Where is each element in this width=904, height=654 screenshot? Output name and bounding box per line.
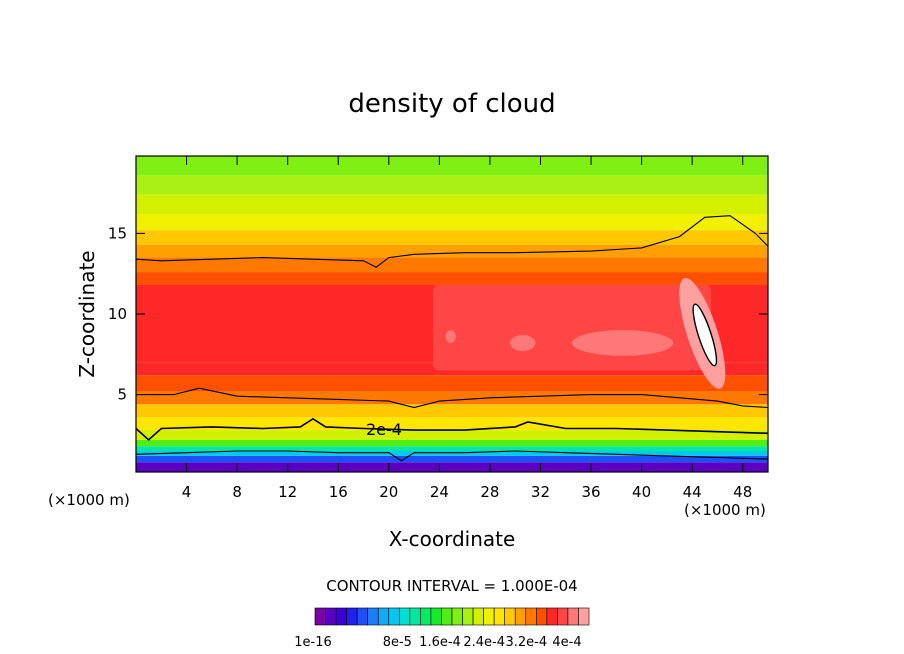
contour-band-9 — [136, 375, 768, 392]
x-tick-label: 48 — [733, 483, 752, 501]
contour-band-2 — [136, 451, 768, 456]
colorbar-swatch — [546, 607, 558, 626]
x-tick-label: 8 — [232, 483, 242, 501]
colorbar-swatch — [514, 607, 527, 626]
colorbar-swatch — [346, 607, 358, 626]
x-tick-label: 28 — [480, 483, 499, 501]
colorbar-swatch — [335, 607, 347, 626]
colorbar-swatch — [399, 607, 411, 626]
colorbar-swatch — [472, 607, 484, 626]
colorbar — [314, 607, 590, 626]
colorbar-label: 1.6e-4 — [419, 635, 461, 650]
contour-band-8 — [136, 391, 768, 405]
x-tick-label: 36 — [581, 483, 600, 501]
x-tick-label: 20 — [379, 483, 398, 501]
contour-band-16 — [136, 214, 768, 231]
colorbar-swatch — [441, 607, 453, 626]
colorbar-label: 8e-5 — [383, 635, 412, 650]
contour-band-4 — [136, 439, 768, 447]
contour-band-14 — [136, 244, 768, 258]
contour-band-18 — [136, 175, 768, 195]
colorbar-labels: 1e-16 8e-5 1.6e-4 2.4e-4 3.2e-4 4e-4 — [294, 635, 581, 650]
y-tick-label: 15 — [108, 224, 127, 242]
x-tick-label: 4 — [182, 483, 192, 501]
colorbar-swatch — [462, 607, 474, 626]
contour-line-lower — [136, 387, 768, 409]
colorbar-swatch — [536, 607, 548, 626]
contour-band-7 — [136, 404, 768, 418]
chart-title: density of cloud — [348, 89, 555, 119]
colorbar-label: 3.2e-4 — [505, 635, 547, 650]
colorbar-swatch — [430, 607, 442, 626]
colorbar-swatch — [483, 607, 495, 626]
colorbar-swatch — [557, 607, 569, 626]
x-tick-label: 32 — [531, 483, 550, 501]
x-unit-left: (×1000 m) — [48, 491, 130, 509]
contour-band-0 — [136, 462, 768, 472]
contour-band-12 — [136, 272, 768, 285]
light-blob-2 — [572, 330, 674, 356]
colorbar-swatch — [420, 607, 432, 626]
contour-lines — [136, 215, 768, 462]
colorbar-swatch — [388, 607, 400, 626]
colorbar-swatch — [356, 607, 368, 626]
x-tick-label: 44 — [683, 483, 702, 501]
max-density-region — [692, 303, 718, 367]
x-unit-right: (×1000 m) — [684, 501, 766, 519]
colorbar-swatch — [525, 607, 537, 626]
colorbar-swatch — [367, 607, 379, 626]
colorbar-swatch — [325, 607, 337, 626]
colorbar-swatch — [314, 607, 326, 626]
colorbar-swatch — [451, 607, 463, 626]
contour-interval-text: CONTOUR INTERVAL = 1.000E-04 — [326, 577, 577, 595]
y-tick-label: 5 — [117, 386, 127, 404]
contour-band-5 — [136, 430, 768, 440]
contour-band-3 — [136, 446, 768, 452]
contour-fill-area — [136, 156, 768, 472]
light-blob-0 — [445, 330, 456, 344]
contour-line-2e-4 — [136, 417, 768, 441]
core-region — [433, 284, 712, 371]
light-blob-1 — [510, 334, 536, 352]
colorbar-swatch — [377, 607, 390, 626]
colorbar-label: 2.4e-4 — [463, 635, 505, 650]
colorbar-swatch — [409, 607, 421, 626]
colorbar-label: 4e-4 — [552, 635, 581, 650]
contour-band-19 — [136, 156, 768, 176]
contour-band-13 — [136, 257, 768, 273]
y-tick-label: 10 — [108, 305, 127, 323]
x-tick-label: 24 — [430, 483, 449, 501]
contour-band-17 — [136, 194, 768, 215]
contour-line-upper — [136, 215, 768, 268]
contour-line-base — [136, 450, 768, 462]
colorbar-label: 1e-16 — [294, 635, 332, 650]
x-axis-label: X-coordinate — [389, 527, 516, 551]
y-axis-label: Z-coordinate — [75, 250, 99, 377]
x-tick-label: 12 — [278, 483, 297, 501]
colorbar-swatch — [578, 607, 590, 626]
colorbar-swatch — [493, 607, 505, 626]
x-tick-label: 40 — [632, 483, 651, 501]
x-tick-label: 16 — [329, 483, 348, 501]
contour-label: 2e-4 — [366, 420, 402, 439]
colorbar-swatch — [567, 607, 579, 626]
colorbar-swatch — [504, 607, 516, 626]
contour-band-15 — [136, 230, 768, 245]
contour-band-1 — [136, 455, 768, 463]
